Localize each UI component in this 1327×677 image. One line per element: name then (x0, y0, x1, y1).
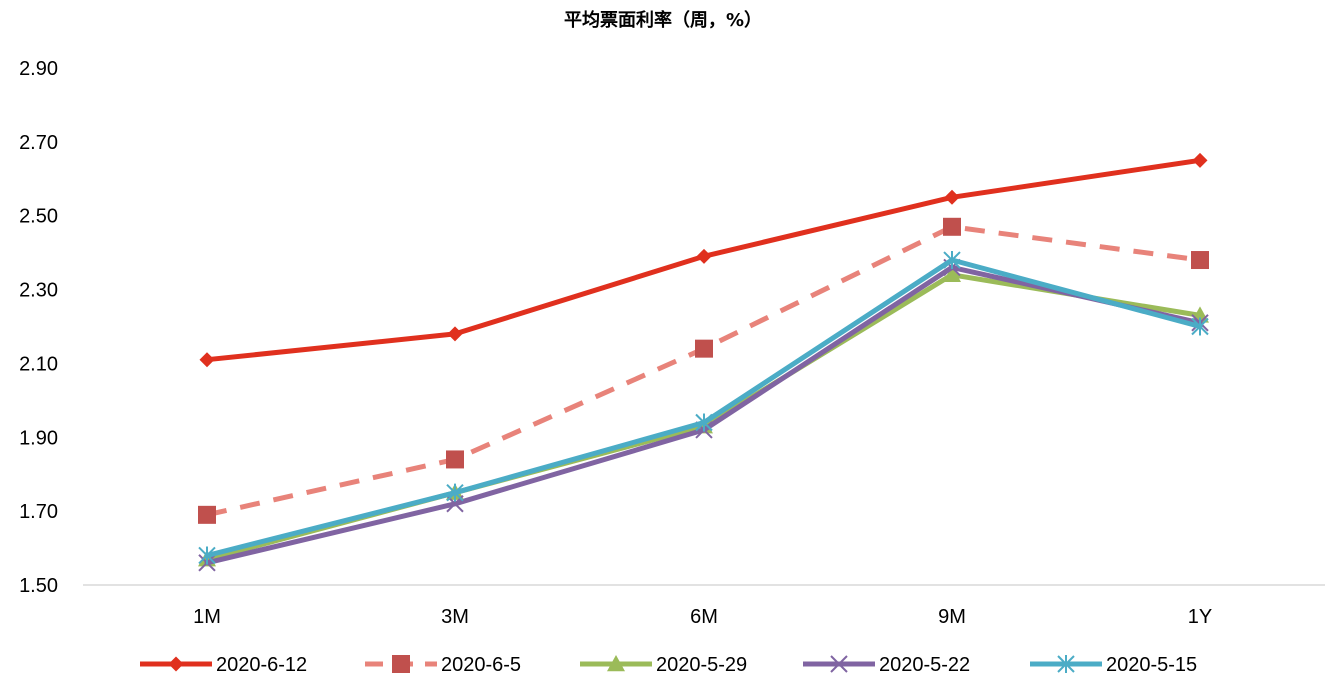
legend-item: 2020-6-12 (140, 654, 307, 676)
legend-marker (830, 655, 848, 673)
data-point (199, 352, 215, 368)
data-point (447, 326, 463, 342)
legend-marker (168, 656, 184, 672)
legend: 2020-6-12 2020-6-5 2020-5-29 2020-5-22 2020-… (140, 654, 1197, 676)
x-tick-label: 1M (193, 606, 221, 628)
data-point (1191, 317, 1209, 336)
data-point (198, 546, 216, 565)
y-tick-label: 1.90 (19, 427, 58, 449)
legend-item: 2020-5-22 (803, 654, 970, 676)
data-point (1192, 152, 1208, 168)
data-point (446, 450, 464, 469)
chart-title: 平均票面利率（周，%） (564, 9, 762, 31)
legend-label: 2020-5-15 (1106, 654, 1197, 676)
data-point (943, 251, 961, 270)
x-tick-label: 1Y (1188, 606, 1212, 628)
x-tick-label: 9M (938, 606, 966, 628)
data-point (695, 413, 713, 432)
series-2020-6-12 (199, 152, 1208, 368)
series-line (204, 257, 1203, 558)
y-tick-label: 2.30 (19, 280, 58, 302)
data-point (943, 265, 961, 282)
legend-marker (607, 655, 625, 672)
x-tick-label: 3M (441, 606, 469, 628)
y-tick-label: 2.70 (19, 132, 58, 154)
data-point (943, 217, 961, 236)
x-tick-label: 6M (690, 606, 718, 628)
legend-label: 2020-6-5 (441, 654, 521, 676)
series-group (198, 152, 1209, 572)
legend-marker (1057, 655, 1075, 673)
legend-marker (392, 655, 410, 673)
y-tick-label: 2.50 (19, 206, 58, 228)
data-point (696, 248, 712, 264)
series-2020-6-5 (198, 217, 1209, 524)
data-point (1191, 251, 1209, 270)
legend-item: 2020-6-5 (365, 654, 521, 676)
y-tick-label: 1.50 (19, 575, 58, 597)
y-tick-label: 2.10 (19, 353, 58, 375)
legend-label: 2020-5-29 (656, 654, 747, 676)
data-point (695, 339, 713, 358)
data-point (944, 189, 960, 205)
x-axis: 1M 3M 6M 9M 1Y (193, 606, 1212, 628)
legend-item: 2020-5-15 (1030, 654, 1197, 676)
legend-label: 2020-5-22 (879, 654, 970, 676)
y-axis: 2.90 2.70 2.50 2.30 2.10 1.90 1.70 1.50 (19, 58, 58, 597)
legend-item: 2020-5-29 (580, 654, 747, 676)
data-point (446, 483, 464, 502)
data-point (198, 505, 216, 524)
y-tick-label: 1.70 (19, 501, 58, 523)
legend-label: 2020-6-12 (216, 654, 307, 676)
y-tick-label: 2.90 (19, 58, 58, 80)
series-2020-5-15 (198, 251, 1209, 565)
series-line (206, 224, 1201, 518)
